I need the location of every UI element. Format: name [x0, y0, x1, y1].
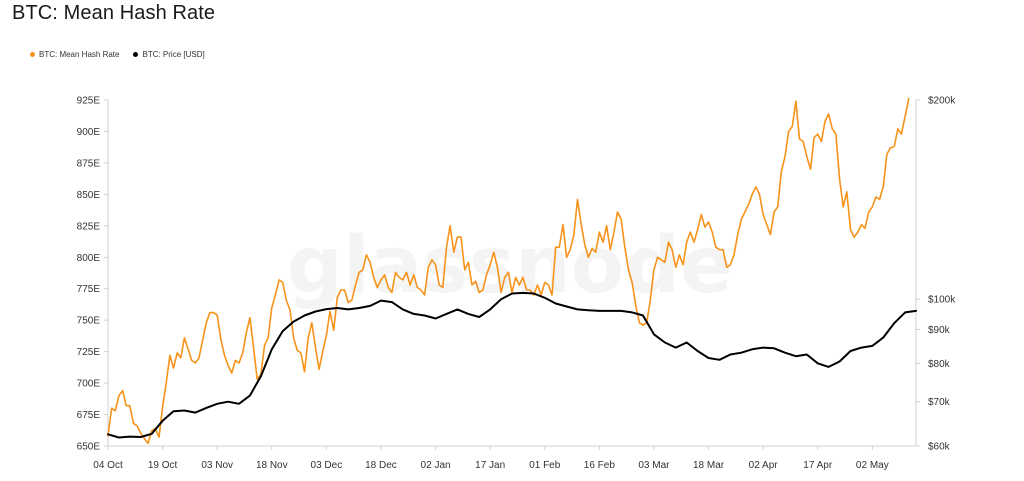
y-right-tick-label: $200k — [928, 96, 956, 107]
x-tick-label: 03 Nov — [201, 460, 233, 471]
legend-swatch-price — [133, 52, 139, 57]
y-left-tick-label: 675E — [77, 410, 101, 421]
x-tick-label: 02 Apr — [749, 460, 779, 471]
x-tick-label: 18 Mar — [693, 460, 725, 471]
x-tick-label: 01 Feb — [529, 460, 561, 471]
x-tick-label: 19 Oct — [148, 460, 178, 471]
x-tick-label: 17 Apr — [803, 460, 833, 471]
y-left-tick-label: 650E — [77, 442, 101, 453]
x-tick-label: 03 Mar — [638, 460, 670, 471]
y-right-tick-label: $60k — [928, 442, 951, 453]
x-tick-label: 04 Oct — [93, 460, 123, 471]
y-left-tick-label: 725E — [77, 347, 101, 358]
chart-title: BTC: Mean Hash Rate — [12, 2, 216, 24]
y-left-tick-label: 925E — [77, 96, 101, 107]
x-tick-label: 18 Nov — [256, 460, 288, 471]
x-tick-label: 02 May — [856, 460, 889, 471]
legend-item-price[interactable]: BTC: Price [USD] — [133, 50, 205, 59]
x-tick-label: 03 Dec — [311, 460, 343, 471]
y-left-tick-label: 750E — [77, 316, 101, 327]
legend-label-hash-rate: BTC: Mean Hash Rate — [39, 50, 120, 59]
tick-labels: 650E 675E 700E 725E 750E 775E 800E 825E 850E 875E… — [77, 96, 957, 472]
y-left-tick-label: 775E — [77, 284, 101, 295]
chart-legend: BTC: Mean Hash Rate BTC: Price [USD] — [30, 50, 205, 59]
y-right-tick-label: $90k — [928, 325, 951, 336]
watermark: glassnode — [287, 221, 733, 311]
y-right-tick-label: $80k — [928, 359, 951, 370]
y-left-tick-label: 875E — [77, 158, 101, 169]
legend-item-hash-rate[interactable]: BTC: Mean Hash Rate — [30, 50, 119, 59]
legend-label-price: BTC: Price [USD] — [142, 50, 205, 59]
series-lines — [107, 97, 917, 445]
axes — [104, 99, 920, 450]
y-left-tick-label: 700E — [77, 379, 101, 390]
x-tick-label: 02 Jan — [421, 460, 451, 471]
y-right-tick-label: $70k — [928, 397, 951, 408]
y-right-tick-label: $100k — [928, 295, 956, 306]
y-left-tick-label: 850E — [77, 190, 101, 201]
x-tick-label: 17 Jan — [475, 460, 505, 471]
y-left-tick-label: 825E — [77, 221, 101, 232]
x-tick-label: 16 Feb — [584, 460, 616, 471]
series-line-hash-rate — [107, 97, 910, 445]
series-line-price — [107, 291, 917, 439]
y-left-tick-label: 800E — [77, 253, 101, 264]
legend-swatch-hash-rate — [30, 52, 35, 57]
x-tick-label: 18 Dec — [365, 460, 397, 471]
y-left-tick-label: 900E — [77, 127, 101, 138]
